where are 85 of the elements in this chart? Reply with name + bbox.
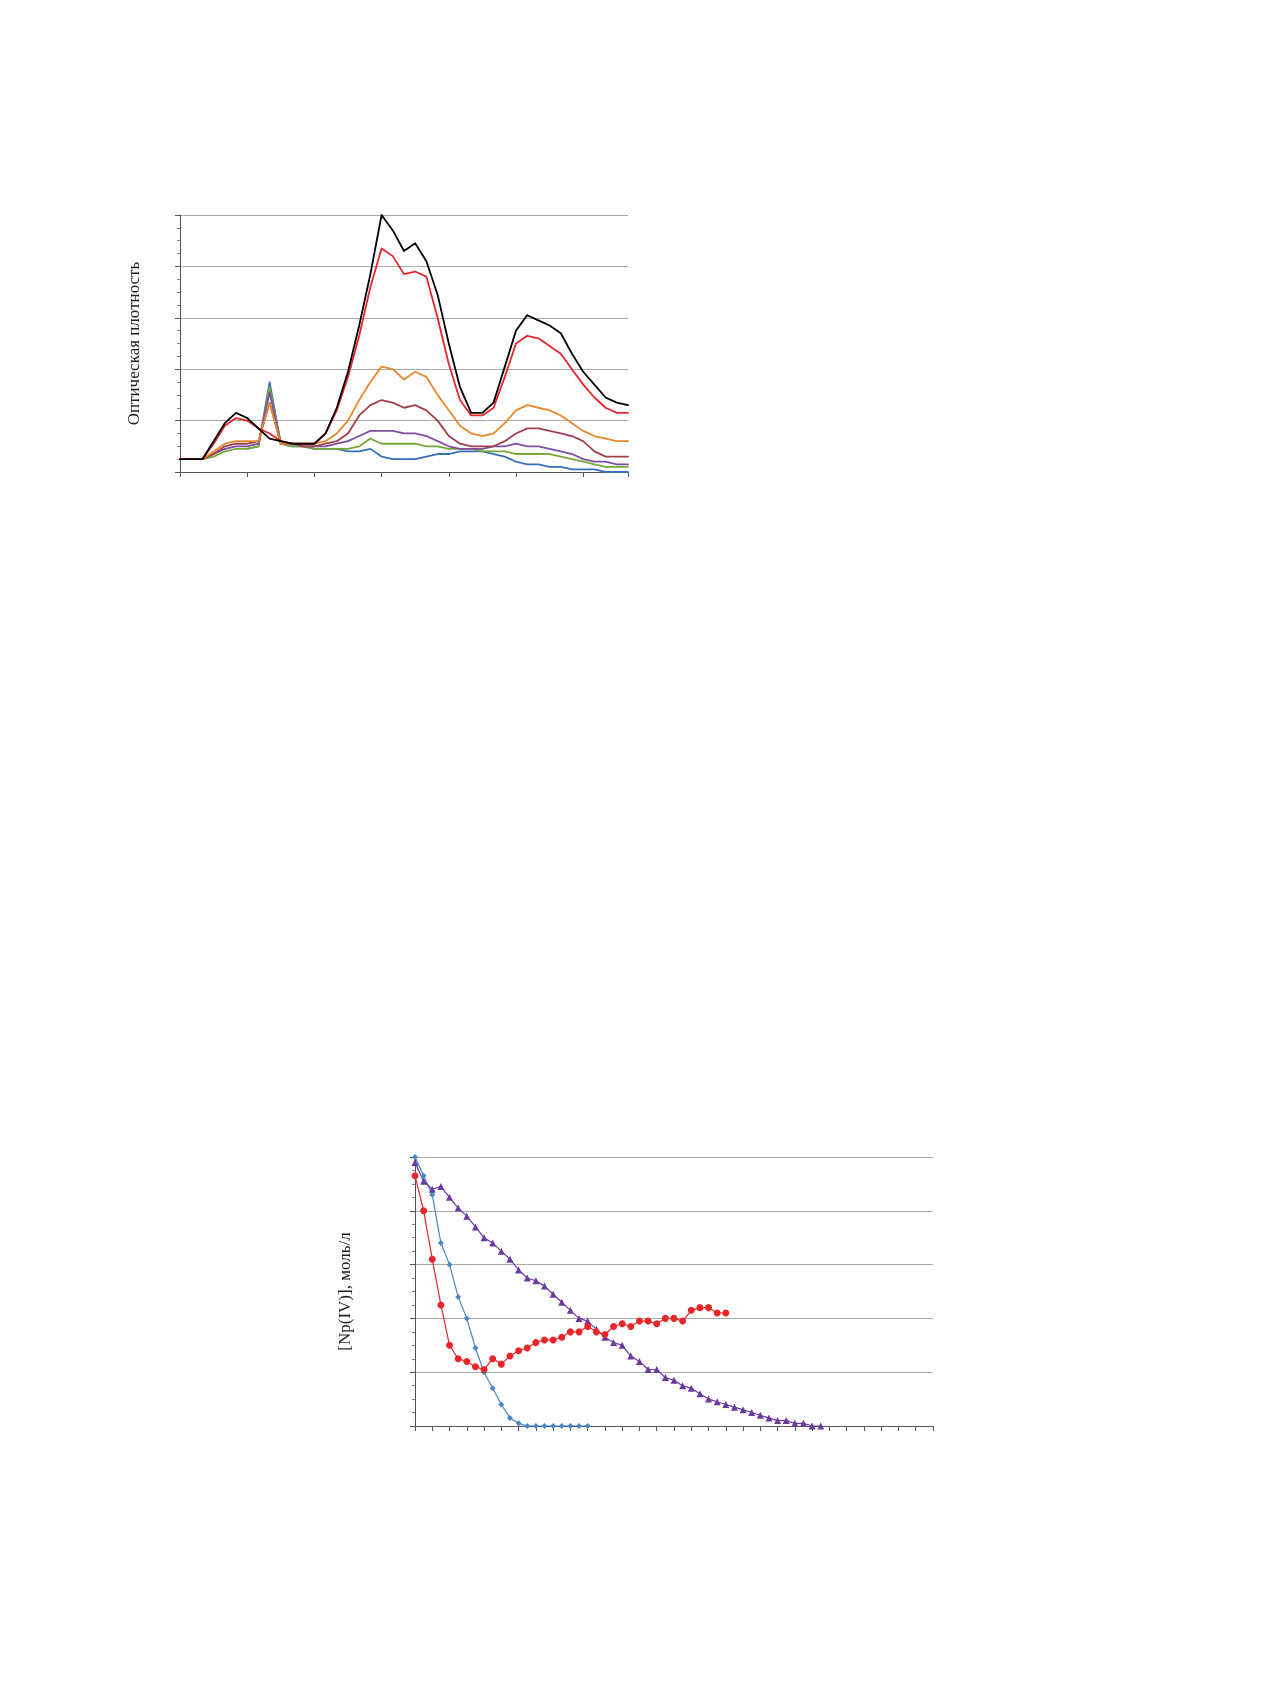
point xyxy=(489,1239,497,1247)
point xyxy=(506,1414,513,1421)
point xyxy=(653,1320,661,1328)
point xyxy=(420,1172,427,1179)
point xyxy=(791,1419,799,1427)
point xyxy=(661,1374,669,1382)
point xyxy=(524,1423,531,1429)
point xyxy=(446,1261,453,1268)
point xyxy=(576,1423,583,1429)
point xyxy=(541,1282,548,1290)
point xyxy=(696,1304,704,1312)
point xyxy=(428,1185,436,1193)
point xyxy=(774,1417,782,1425)
point xyxy=(446,1341,454,1349)
point xyxy=(739,1406,747,1414)
point xyxy=(653,1366,661,1374)
point xyxy=(584,1322,592,1330)
point xyxy=(687,1306,695,1314)
point xyxy=(480,1234,488,1242)
point xyxy=(411,1172,419,1180)
point xyxy=(730,1403,738,1411)
point xyxy=(756,1411,764,1419)
point xyxy=(428,1255,436,1263)
point xyxy=(549,1290,557,1298)
point xyxy=(463,1212,471,1220)
point xyxy=(558,1423,565,1429)
point xyxy=(454,1204,462,1212)
point xyxy=(610,1322,618,1330)
point xyxy=(679,1382,687,1390)
point xyxy=(627,1322,635,1330)
point xyxy=(722,1400,730,1408)
point xyxy=(558,1298,566,1306)
point xyxy=(618,1341,626,1349)
point xyxy=(670,1314,678,1322)
point xyxy=(532,1423,539,1429)
point xyxy=(575,1314,583,1322)
point xyxy=(437,1301,445,1309)
point xyxy=(541,1423,548,1429)
point xyxy=(463,1315,470,1322)
point xyxy=(523,1344,531,1352)
point xyxy=(506,1255,514,1263)
point xyxy=(679,1317,687,1325)
point xyxy=(618,1320,626,1328)
point xyxy=(558,1333,566,1341)
y-axis-title: Оптическая плотность xyxy=(124,261,143,426)
point xyxy=(661,1314,669,1322)
point xyxy=(472,1344,479,1351)
point xyxy=(644,1366,652,1374)
point xyxy=(497,1247,505,1255)
point xyxy=(687,1384,695,1392)
point xyxy=(489,1355,497,1363)
point xyxy=(541,1336,548,1344)
point xyxy=(437,1240,444,1247)
point xyxy=(670,1376,678,1384)
point xyxy=(705,1395,713,1403)
point xyxy=(817,1422,825,1430)
point xyxy=(635,1317,643,1325)
point xyxy=(455,1293,462,1300)
point xyxy=(471,1363,479,1371)
point xyxy=(566,1306,574,1314)
point xyxy=(696,1390,704,1398)
point xyxy=(463,1357,471,1365)
point xyxy=(515,1420,522,1427)
point xyxy=(446,1193,454,1201)
point xyxy=(437,1183,445,1191)
point xyxy=(635,1357,643,1365)
y-axis-title: [Np(IV)], моль/л xyxy=(335,1231,354,1351)
point xyxy=(800,1419,807,1427)
point xyxy=(523,1274,531,1282)
point xyxy=(454,1355,462,1363)
point xyxy=(549,1336,557,1344)
point xyxy=(748,1409,756,1417)
point xyxy=(566,1328,574,1336)
point xyxy=(515,1347,523,1355)
point xyxy=(498,1401,505,1408)
point xyxy=(497,1360,505,1368)
point xyxy=(722,1309,730,1317)
point xyxy=(610,1339,618,1347)
point xyxy=(420,1207,428,1215)
point xyxy=(489,1385,496,1392)
point xyxy=(705,1304,713,1312)
point xyxy=(420,1177,428,1185)
point xyxy=(532,1339,540,1347)
point xyxy=(627,1352,635,1360)
point xyxy=(808,1422,816,1430)
